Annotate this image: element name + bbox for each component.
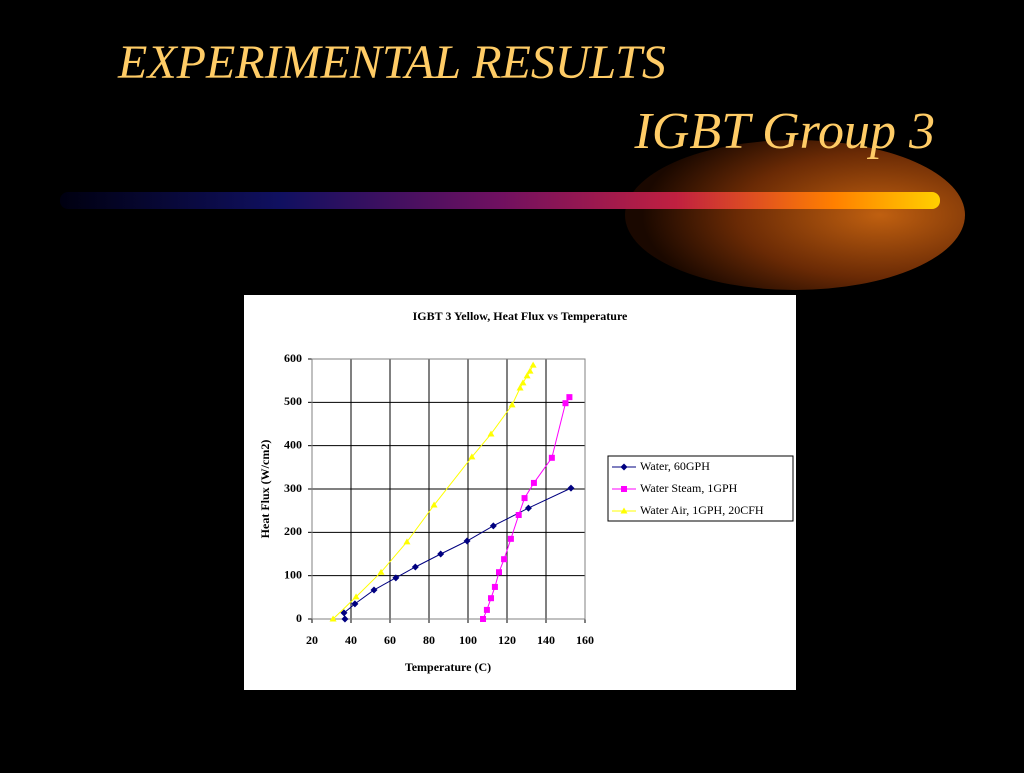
marker: [480, 616, 487, 622]
marker: [377, 568, 385, 575]
marker: [526, 367, 534, 374]
marker: [566, 394, 573, 401]
marker: [523, 372, 531, 379]
marker: [519, 379, 527, 386]
plot: 0 100 200 300 400 500 600 20 40 60 80 100 120 140 160 W…: [284, 351, 794, 647]
marker: [620, 507, 628, 514]
marker: [392, 574, 400, 582]
x-tick-label: 100: [459, 633, 477, 647]
marker: [496, 569, 503, 576]
marker: [530, 479, 537, 486]
x-tick-label: 20: [306, 633, 318, 647]
marker: [489, 522, 497, 530]
marker: [411, 563, 419, 571]
marker: [483, 606, 490, 613]
plot-frame: [311, 358, 586, 620]
marker: [329, 615, 337, 622]
marker: [562, 400, 569, 407]
marker: [341, 615, 349, 623]
marker: [491, 583, 498, 590]
marker: [352, 593, 360, 600]
y-tick-label: 0: [296, 611, 302, 625]
y-tick-label: 400: [284, 437, 302, 451]
marker: [516, 384, 524, 391]
marker: [403, 538, 411, 545]
x-tick-label: 140: [537, 633, 555, 647]
x-tick-label: 80: [423, 633, 435, 647]
x-tick-label: 120: [498, 633, 516, 647]
y-axis-label: Heat Flux (W/cm2): [258, 440, 272, 539]
marker: [351, 600, 359, 608]
marker: [508, 401, 516, 408]
marker: [487, 430, 495, 437]
swoosh-bar: [60, 192, 940, 209]
x-tick-label: 40: [345, 633, 357, 647]
marker: [370, 586, 378, 594]
slide-title: EXPERIMENTAL RESULTS: [117, 36, 666, 89]
marker: [501, 556, 508, 563]
marker: [430, 501, 438, 508]
marker: [567, 484, 575, 492]
marker: [340, 609, 348, 617]
x-axis-label: Temperature (C): [405, 660, 491, 674]
x-tick-label: 60: [384, 633, 396, 647]
y-tick-label: 200: [284, 524, 302, 538]
marker: [524, 504, 532, 512]
marker: [521, 495, 528, 502]
swoosh-glow: [625, 140, 965, 290]
marker: [621, 486, 627, 492]
y-tick-label: 100: [284, 567, 302, 581]
marker: [507, 535, 514, 542]
marker: [437, 550, 445, 558]
chart-title: IGBT 3 Yellow, Heat Flux vs Temperature: [413, 309, 628, 323]
marker: [515, 512, 522, 518]
legend: Water, 60GPH Water Steam, 1GPH Water Air, …: [607, 455, 794, 522]
marker: [620, 463, 628, 471]
x-tick-label: 160: [576, 633, 594, 647]
y-tick-label: 600: [284, 351, 302, 365]
y-tick-label: 500: [284, 394, 302, 408]
legend-label: Water Air, 1GPH, 20CFH: [640, 503, 764, 517]
legend-box: [607, 455, 794, 522]
marker: [463, 537, 471, 545]
marker: [548, 454, 555, 461]
marker: [468, 453, 476, 460]
marker: [529, 361, 537, 368]
slide-subtitle: IGBT Group 3: [634, 103, 935, 160]
y-tick-label: 300: [284, 481, 302, 495]
legend-label: Water Steam, 1GPH: [640, 481, 738, 495]
legend-label: Water, 60GPH: [640, 459, 710, 473]
marker: [488, 595, 495, 602]
